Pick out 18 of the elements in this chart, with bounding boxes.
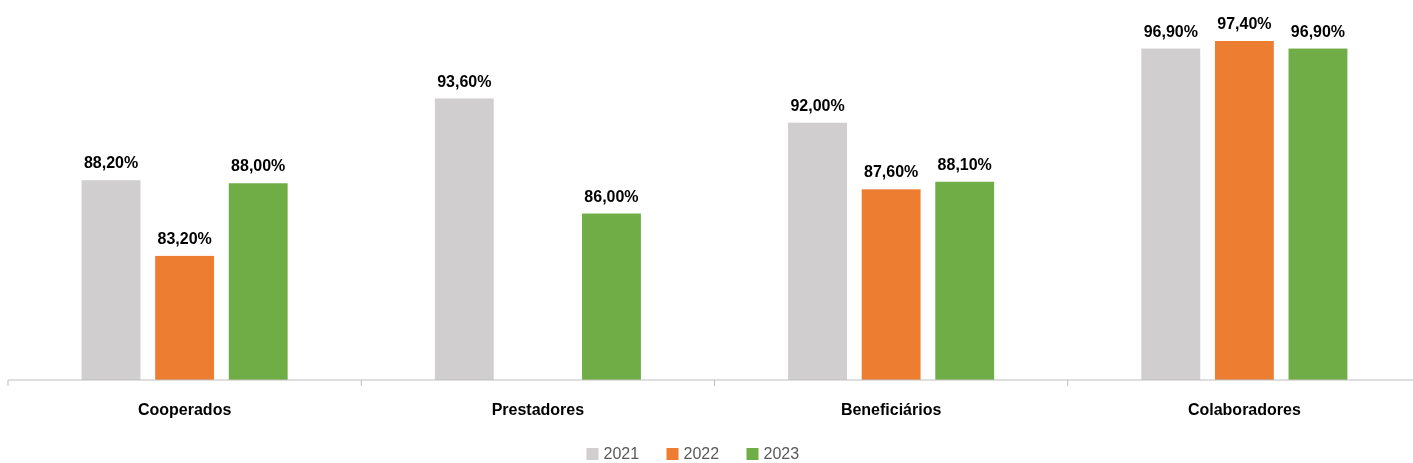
legend-label: 2021 <box>603 445 640 462</box>
data-label: 83,20% <box>157 229 212 247</box>
legend-label: 2023 <box>763 445 800 462</box>
x-tick-label: Cooperados <box>137 401 232 418</box>
legend-label: 2022 <box>683 445 720 462</box>
data-label: 88,20% <box>83 154 139 172</box>
data-label: 96,90% <box>1143 22 1198 40</box>
data-label: 88,00% <box>231 157 286 175</box>
data-label: 93,60% <box>437 72 492 90</box>
data-label: 88,10% <box>937 155 992 173</box>
data-label: 97,40% <box>1217 15 1272 32</box>
data-label: 86,00% <box>584 187 639 205</box>
x-tick-label: Prestadores <box>491 401 585 418</box>
data-label: 96,90% <box>1290 22 1346 40</box>
x-tick-label: Colaboradores <box>1187 401 1301 418</box>
data-label: 92,00% <box>790 96 845 114</box>
data-label: 87,60% <box>863 163 919 181</box>
x-tick-label: Beneficiários <box>840 401 942 418</box>
